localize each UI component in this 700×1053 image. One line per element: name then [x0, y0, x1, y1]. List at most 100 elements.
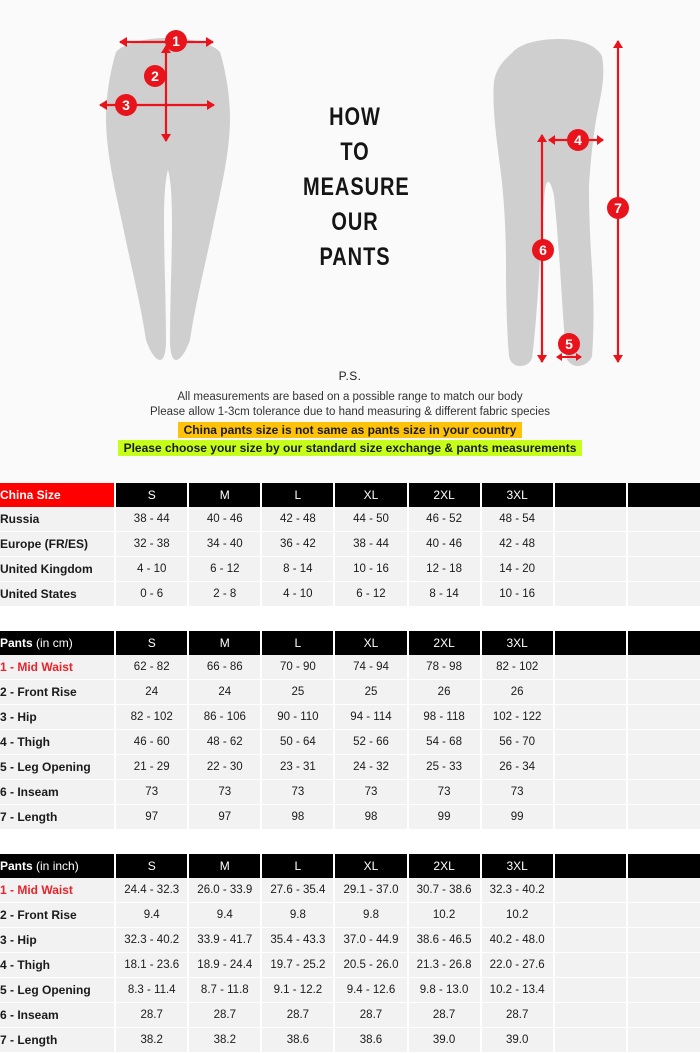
- cell-m: 26.0 - 33.9: [188, 878, 263, 903]
- cell-empty: [626, 729, 700, 755]
- cell-s: 24.4 - 32.3: [115, 878, 190, 903]
- row-label: 3 - Hip: [0, 927, 117, 953]
- ps-note-line-1: All measurements are based on a possible…: [177, 391, 523, 403]
- column-header-m: M: [188, 631, 263, 655]
- cell-empty: [626, 977, 700, 1003]
- cell-2xl: 10.2: [407, 902, 482, 928]
- section-header-label: China Size: [0, 483, 117, 507]
- table-section-header: China Size S M L XL 2XL 3XL: [0, 483, 700, 507]
- cell-m: 9.4: [188, 902, 263, 928]
- cell-empty: [626, 556, 700, 582]
- marker-badge-3: 3: [115, 94, 137, 116]
- cell-empty: [626, 902, 700, 928]
- cell-s: 32.3 - 40.2: [115, 927, 190, 953]
- title-line-3: MEASURE: [303, 173, 410, 201]
- measure-arrow-2-front-rise: [161, 45, 171, 142]
- cell-empty: [553, 1002, 628, 1028]
- marker-badge-2: 2: [144, 65, 166, 87]
- front-view-pants-silhouette: 1 2 3: [99, 30, 230, 360]
- cell-s: 9.4: [115, 902, 190, 928]
- cell-m: 38.2: [188, 1027, 263, 1053]
- cell-3xl: 99: [480, 804, 555, 830]
- row-label: 2 - Front Rise: [0, 902, 117, 928]
- row-label: 3 - Hip: [0, 704, 117, 730]
- table-row: 1 - Mid Waist 24.4 - 32.3 26.0 - 33.9 27.6 …: [0, 878, 700, 903]
- cell-3xl: 26: [480, 679, 555, 705]
- cell-3xl: 10 - 16: [480, 581, 555, 607]
- table-row: 6 - Inseam 73 73 73 73 73 73: [0, 779, 700, 805]
- row-label: 6 - Inseam: [0, 779, 117, 805]
- cell-empty: [553, 977, 628, 1003]
- cell-empty: [553, 952, 628, 978]
- cell-l: 90 - 110: [261, 704, 336, 730]
- cell-xl: 28.7: [334, 1002, 409, 1028]
- section-header-unit: (in cm): [32, 636, 73, 650]
- cell-xl: 25: [334, 679, 409, 705]
- cell-l: 8 - 14: [261, 556, 336, 582]
- column-header-empty: [553, 631, 628, 655]
- column-header-3xl: 3XL: [480, 483, 555, 507]
- cell-m: 34 - 40: [188, 531, 263, 557]
- cell-s: 62 - 82: [115, 655, 190, 680]
- cell-l: 73: [261, 779, 336, 805]
- cell-3xl: 102 - 122: [480, 704, 555, 730]
- cell-3xl: 56 - 70: [480, 729, 555, 755]
- row-label: United Kingdom: [0, 556, 117, 582]
- cell-3xl: 42 - 48: [480, 531, 555, 557]
- row-label: 1 - Mid Waist: [0, 655, 117, 680]
- cell-empty: [553, 927, 628, 953]
- cell-empty: [626, 754, 700, 780]
- table-section-spacer: [0, 606, 700, 631]
- column-header-2xl: 2XL: [407, 854, 482, 878]
- cell-empty: [626, 704, 700, 730]
- column-header-xl: XL: [334, 483, 409, 507]
- cell-3xl: 32.3 - 40.2: [480, 878, 555, 903]
- cell-s: 21 - 29: [115, 754, 190, 780]
- cell-empty: [626, 927, 700, 953]
- column-header-l: L: [261, 483, 336, 507]
- cell-empty: [626, 1002, 700, 1028]
- cell-empty: [626, 952, 700, 978]
- cell-3xl: 82 - 102: [480, 655, 555, 680]
- cell-empty: [553, 804, 628, 830]
- cell-m: 48 - 62: [188, 729, 263, 755]
- cell-empty: [553, 902, 628, 928]
- table-row: 6 - Inseam 28.7 28.7 28.7 28.7 28.7 28.7: [0, 1002, 700, 1028]
- column-header-empty: [553, 483, 628, 507]
- cell-l: 70 - 90: [261, 655, 336, 680]
- cell-s: 38.2: [115, 1027, 190, 1053]
- table-row: 4 - Thigh 18.1 - 23.6 18.9 - 24.4 19.7 - 25…: [0, 952, 700, 978]
- table-row: United Kingdom 4 - 10 6 - 12 8 - 14 10 - 16 1…: [0, 556, 700, 582]
- cell-3xl: 26 - 34: [480, 754, 555, 780]
- cell-m: 86 - 106: [188, 704, 263, 730]
- ps-label: P.S.: [338, 369, 362, 383]
- cell-2xl: 39.0: [407, 1027, 482, 1053]
- column-header-empty: [626, 483, 700, 507]
- table-row: 2 - Front Rise 24 24 25 25 26 26: [0, 679, 700, 705]
- cell-s: 18.1 - 23.6: [115, 952, 190, 978]
- cell-2xl: 26: [407, 679, 482, 705]
- cell-empty: [626, 804, 700, 830]
- cell-3xl: 40.2 - 48.0: [480, 927, 555, 953]
- cell-m: 18.9 - 24.4: [188, 952, 263, 978]
- cell-l: 28.7: [261, 1002, 336, 1028]
- column-header-s: S: [115, 631, 190, 655]
- cell-empty: [553, 1027, 628, 1053]
- table-section-header: Pants (in cm) S M L XL 2XL 3XL: [0, 631, 700, 655]
- cell-2xl: 28.7: [407, 1002, 482, 1028]
- cell-2xl: 30.7 - 38.6: [407, 878, 482, 903]
- cell-m: 97: [188, 804, 263, 830]
- cell-m: 28.7: [188, 1002, 263, 1028]
- column-header-3xl: 3XL: [480, 854, 555, 878]
- cell-3xl: 73: [480, 779, 555, 805]
- cell-2xl: 78 - 98: [407, 655, 482, 680]
- cell-empty: [626, 779, 700, 805]
- ps-notes: P.S. All measurements are based on a pos…: [0, 369, 700, 457]
- section-header-unit: (in inch): [32, 859, 79, 873]
- cell-l: 98: [261, 804, 336, 830]
- cell-xl: 9.4 - 12.6: [334, 977, 409, 1003]
- cell-s: 32 - 38: [115, 531, 190, 557]
- cell-l: 19.7 - 25.2: [261, 952, 336, 978]
- row-label: 4 - Thigh: [0, 729, 117, 755]
